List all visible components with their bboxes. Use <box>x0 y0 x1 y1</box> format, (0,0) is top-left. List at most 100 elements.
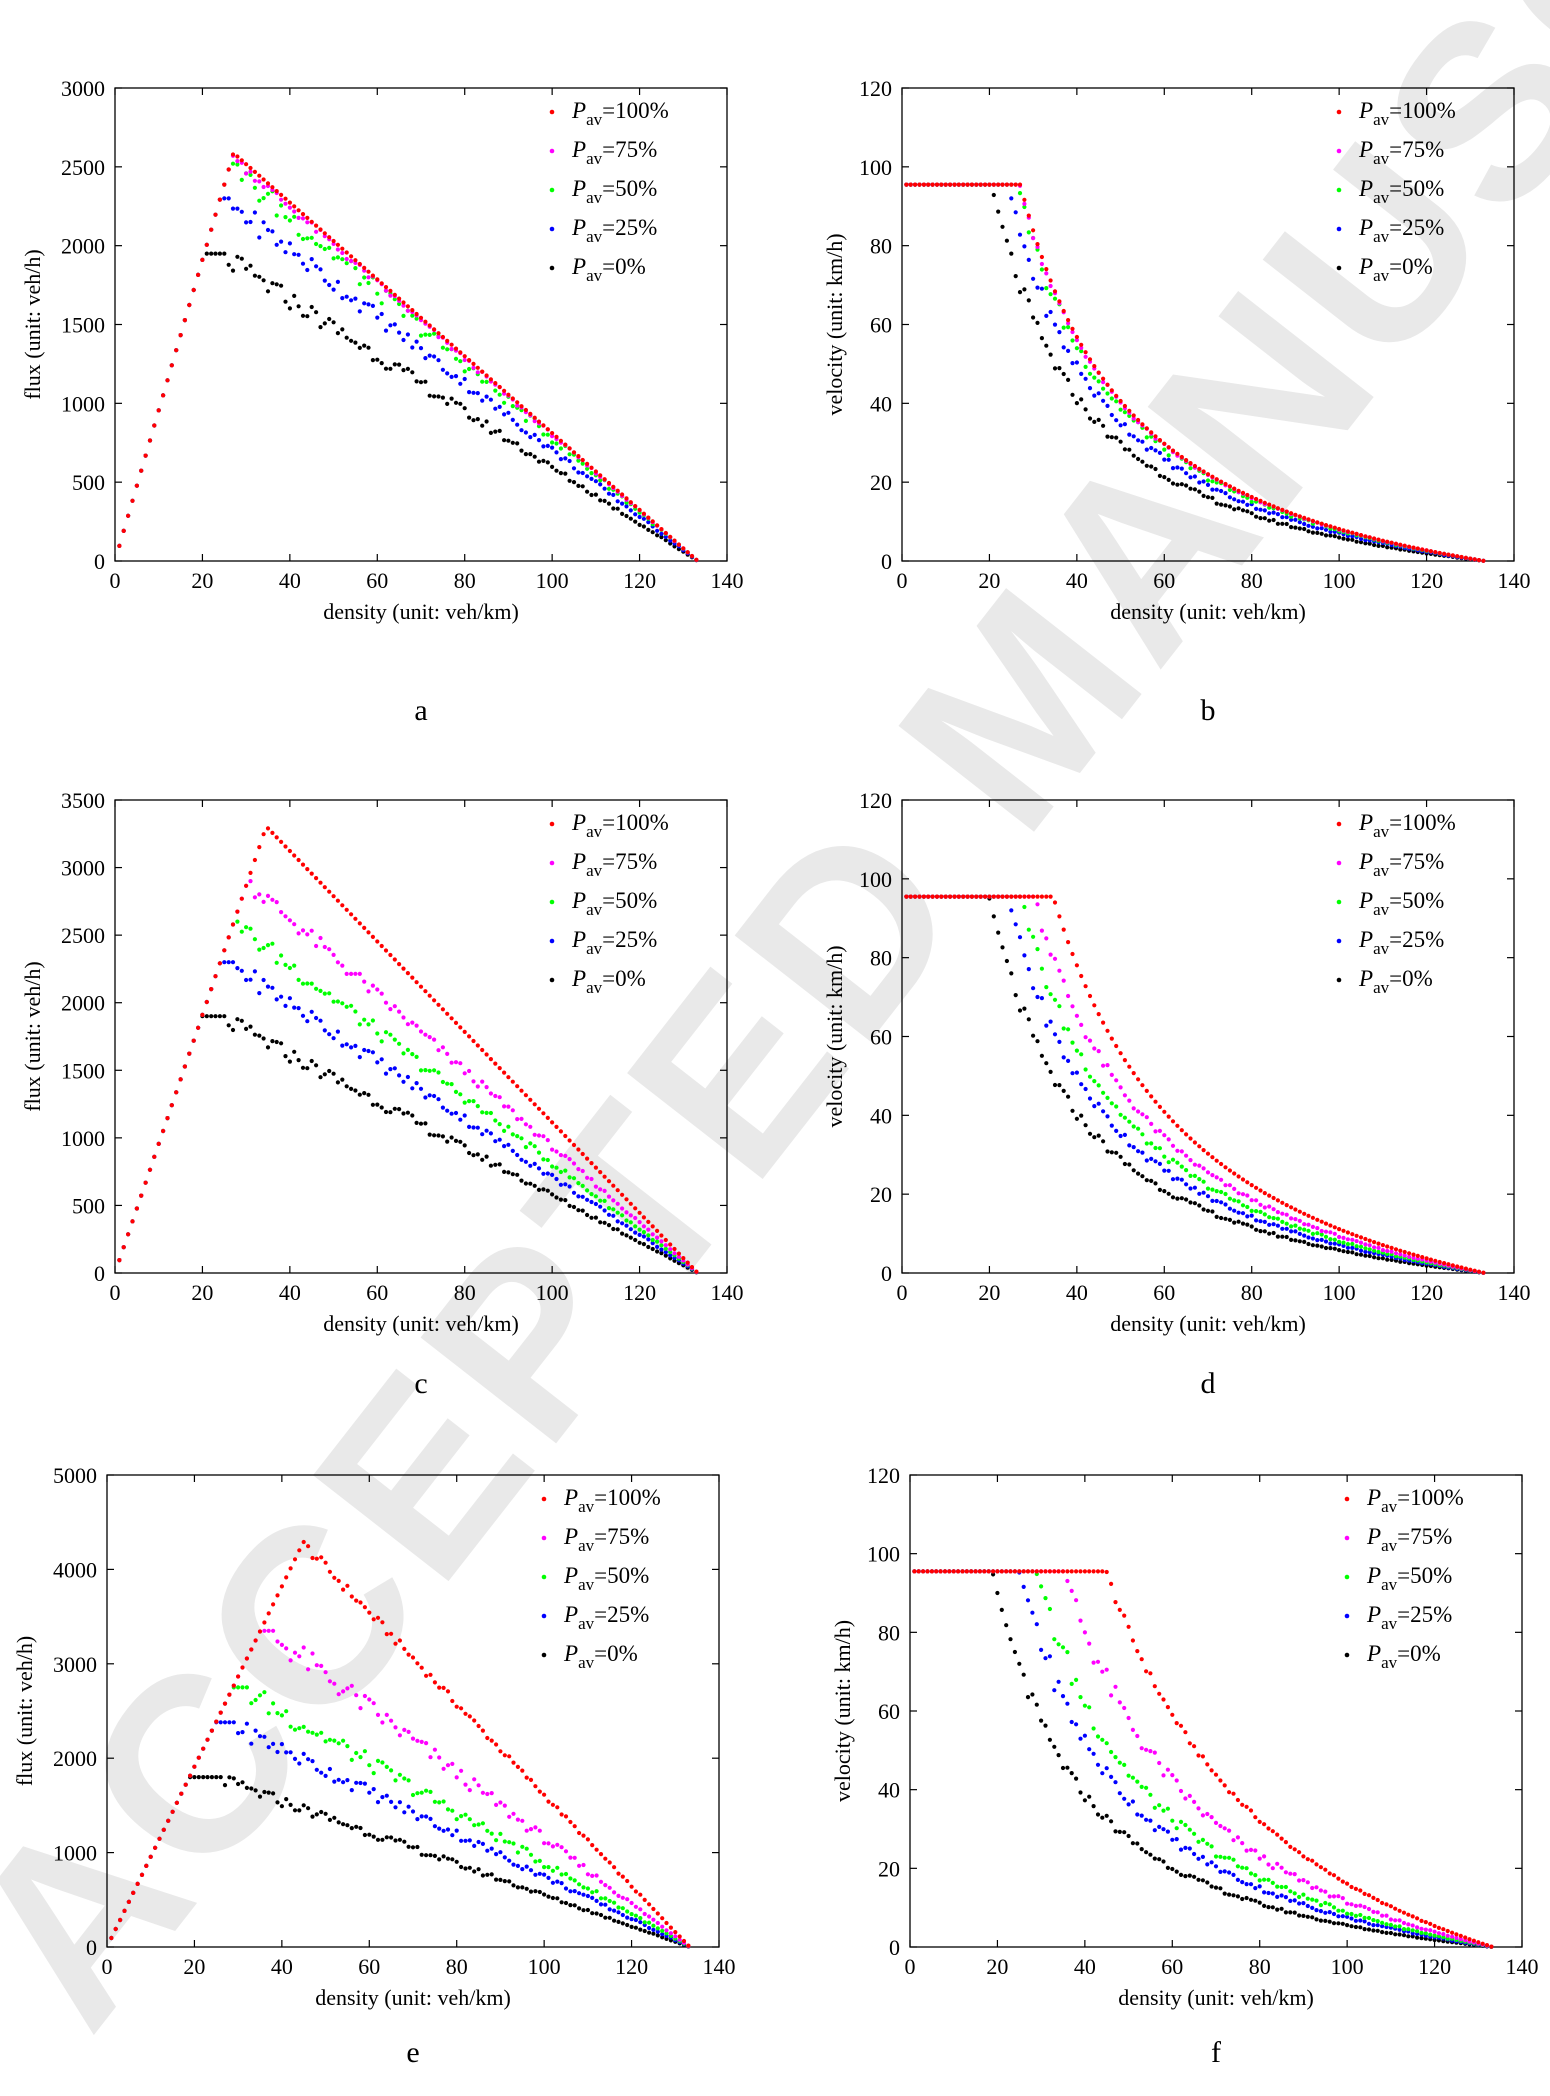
data-point <box>1310 1224 1315 1229</box>
data-point <box>1175 1148 1180 1153</box>
data-point <box>1101 1090 1106 1095</box>
data-point <box>332 1779 337 1784</box>
data-point <box>1358 1912 1363 1918</box>
data-point <box>493 429 498 434</box>
data-point <box>1315 526 1320 531</box>
data-point <box>370 934 375 940</box>
data-point <box>1236 488 1241 493</box>
legend-entry: Pav=0% <box>1358 966 1433 997</box>
data-point <box>462 1143 467 1148</box>
data-point <box>1306 1241 1311 1247</box>
data-point <box>502 400 507 405</box>
data-point <box>1331 1894 1337 1899</box>
data-point <box>244 1721 249 1726</box>
data-point <box>673 1934 678 1939</box>
data-point <box>379 1039 384 1044</box>
x-tick-label: 40 <box>1066 1280 1088 1305</box>
data-point <box>266 1711 271 1716</box>
data-point <box>1200 1878 1205 1883</box>
data-point <box>1423 1936 1428 1941</box>
data-point <box>410 1052 415 1057</box>
data-point <box>668 1247 673 1252</box>
data-point <box>279 203 284 208</box>
data-point <box>550 1868 556 1873</box>
data-point <box>659 531 664 537</box>
data-point <box>523 1093 529 1098</box>
data-point <box>585 461 590 466</box>
data-point <box>1161 1827 1166 1832</box>
data-point <box>1030 1692 1035 1697</box>
data-point <box>593 469 599 474</box>
data-point <box>1301 1878 1306 1883</box>
data-point <box>1039 1053 1044 1058</box>
data-point <box>1066 940 1071 945</box>
data-point <box>1288 1898 1293 1903</box>
data-point <box>1218 1823 1223 1829</box>
data-point <box>1227 1206 1232 1211</box>
data-point <box>1353 1886 1358 1891</box>
data-point <box>261 196 266 201</box>
data-point <box>1484 1943 1490 1948</box>
data-point <box>445 1827 451 1832</box>
legend-marker <box>1344 1535 1350 1541</box>
data-point <box>541 432 546 437</box>
data-point <box>528 1868 534 1873</box>
data-point <box>1100 1737 1105 1742</box>
data-point <box>528 1181 533 1186</box>
data-point <box>1227 1183 1232 1188</box>
data-point <box>1398 547 1403 552</box>
data-point <box>1175 465 1180 470</box>
data-point <box>536 459 542 464</box>
data-point <box>349 1788 354 1793</box>
data-point <box>318 1075 323 1080</box>
data-point <box>1109 388 1114 393</box>
data-point <box>217 197 222 202</box>
data-point <box>542 1892 547 1897</box>
data-point <box>1450 1934 1455 1939</box>
data-point <box>1258 1188 1263 1193</box>
data-point <box>515 1850 521 1855</box>
data-point <box>349 1086 354 1091</box>
data-point <box>1415 1256 1420 1261</box>
data-point <box>344 335 349 340</box>
data-point <box>1358 1248 1364 1253</box>
data-point <box>1022 197 1027 202</box>
data-point <box>1034 1569 1039 1574</box>
data-point <box>1136 417 1141 423</box>
data-point <box>1083 350 1088 355</box>
data-point <box>1035 894 1040 899</box>
data-point <box>319 1809 324 1815</box>
data-point <box>1000 894 1005 899</box>
data-point <box>389 1835 394 1840</box>
data-point <box>1388 1930 1393 1936</box>
data-point <box>541 1157 546 1162</box>
data-point <box>222 196 227 201</box>
data-point <box>353 258 358 263</box>
data-point <box>925 1569 930 1574</box>
data-point <box>274 242 279 247</box>
data-point <box>449 1135 454 1140</box>
data-point <box>332 1681 337 1686</box>
data-point <box>1385 545 1390 550</box>
data-point <box>593 1215 599 1220</box>
data-point <box>397 1772 402 1777</box>
data-point <box>187 1051 192 1056</box>
y-tick-label: 2500 <box>61 923 105 948</box>
data-point <box>406 1729 411 1734</box>
data-point <box>239 896 244 901</box>
legend-marker <box>541 1535 547 1541</box>
data-point <box>694 557 699 562</box>
data-point <box>1240 1880 1245 1885</box>
data-point <box>1332 1225 1337 1230</box>
data-point <box>1105 434 1110 439</box>
data-point <box>1380 1913 1385 1918</box>
data-point <box>1096 370 1101 375</box>
data-point <box>397 1733 402 1738</box>
data-point <box>480 1790 485 1795</box>
data-point <box>1039 996 1044 1001</box>
data-point <box>458 1117 463 1122</box>
data-point <box>341 1587 346 1592</box>
data-point <box>126 1899 131 1904</box>
data-point <box>287 996 292 1001</box>
data-point <box>545 427 550 432</box>
